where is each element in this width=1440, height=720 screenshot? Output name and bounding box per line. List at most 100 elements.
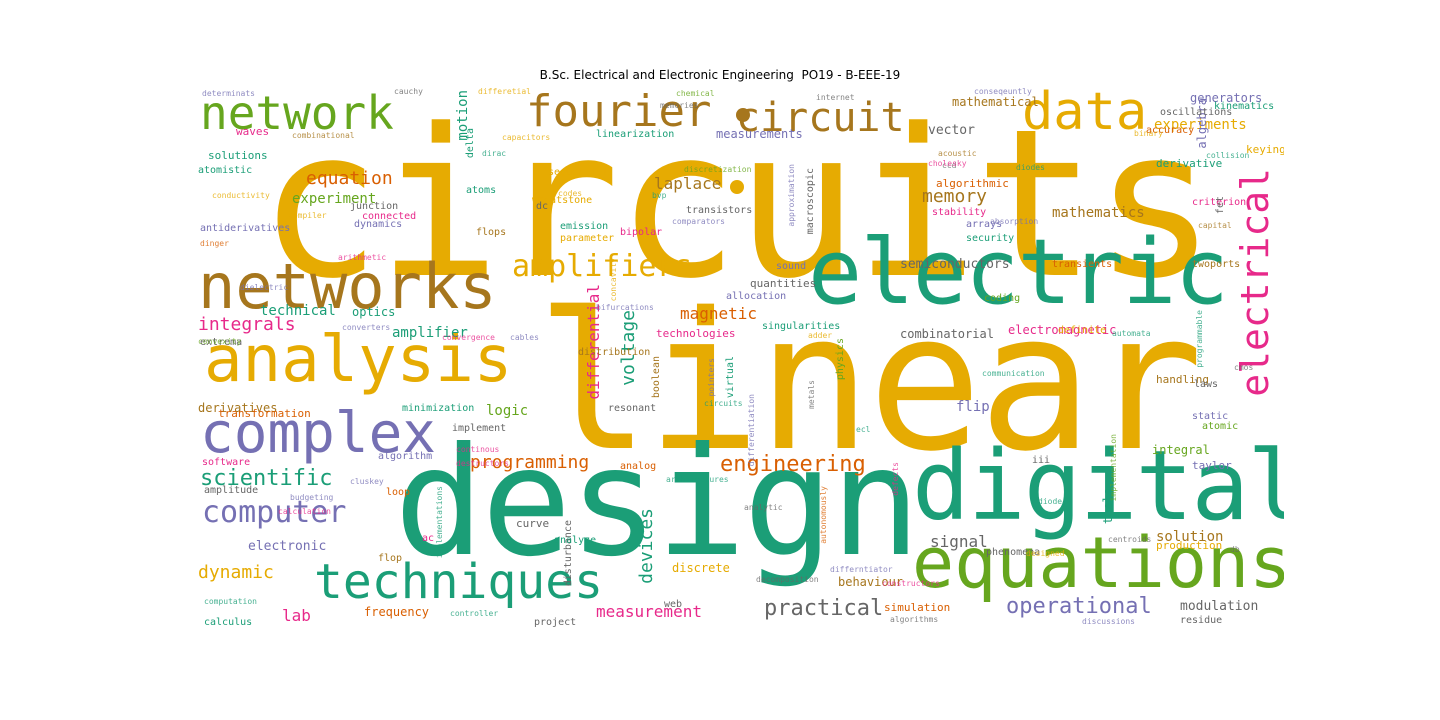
word-dynamics: dynamics <box>354 219 403 230</box>
word-controller: controller <box>450 609 499 618</box>
word-twoports: twoports <box>1192 259 1241 270</box>
word-magnetic: magnetic <box>680 304 758 323</box>
word-diodes: diodes <box>1016 163 1045 172</box>
word-budgeting: budgeting <box>290 493 334 502</box>
word-ccd: ccd <box>942 161 957 170</box>
word-wheatstone: wheatstone <box>532 195 593 206</box>
word-allocation: allocation <box>726 291 787 302</box>
word-networks: networks <box>198 250 497 323</box>
word-bifurcations: bifurcations <box>596 303 654 312</box>
word-static: static <box>1192 411 1229 422</box>
word-signal: signal <box>930 532 988 551</box>
word-keying: keying <box>1246 143 1284 156</box>
word-fet: fet <box>1215 196 1226 215</box>
word-criterion: criterion <box>1192 197 1247 208</box>
word-algorithm: algorithm <box>378 451 433 462</box>
word-defects: defects <box>891 462 900 496</box>
word-flop: flop <box>378 553 403 564</box>
word-internet: internet <box>816 93 855 102</box>
word-circuit: circuit <box>736 95 905 141</box>
word-stability: stability <box>932 207 987 218</box>
word-techniques: techniques <box>314 554 603 610</box>
word-dynamic: dynamic <box>198 562 274 583</box>
word-logic: logic <box>486 403 529 419</box>
word-kinematics: kinematics <box>1214 101 1275 112</box>
word-production: production <box>1156 539 1223 552</box>
word-optics: optics <box>352 305 396 319</box>
word-designed: designed <box>1026 549 1065 558</box>
word-implement: implement <box>452 423 507 434</box>
word-taylor: taylor <box>1192 459 1232 472</box>
word-metals: metals <box>807 380 816 409</box>
word-macroscopic: macroscopic <box>805 168 816 235</box>
word-delta: delta <box>465 128 476 159</box>
word-determinats: determinats <box>202 89 255 98</box>
word-differential: differential <box>584 284 603 400</box>
word-capital: capital <box>1198 221 1232 230</box>
word-practical: practical <box>764 596 884 621</box>
word-measurements: measurements <box>716 127 803 141</box>
word-laplace: laplace <box>654 174 722 193</box>
word-oscillations: oscillations <box>1160 107 1233 118</box>
word-atoms: atoms <box>466 185 497 196</box>
word-loop: loop <box>386 487 411 498</box>
word-cluskey: cluskey <box>350 477 384 486</box>
word-mathematical: mathematical <box>952 95 1039 109</box>
word-approximation: approximation <box>787 164 796 227</box>
word-simulation: simulation <box>884 601 951 614</box>
word-acoustic: acoustic <box>938 149 977 158</box>
word-complex: complex <box>200 401 437 466</box>
word-convergence: convergence <box>442 333 495 342</box>
word-operational: operational <box>1006 594 1152 619</box>
word-linearization: linearization <box>596 129 675 140</box>
word-dielectric: dielectric <box>240 283 289 292</box>
word-centroids: centroids <box>1108 535 1152 544</box>
word-dc: dc <box>536 201 549 212</box>
word-waves: waves <box>236 125 270 138</box>
word-amplifiers: amplifiers <box>512 249 693 284</box>
word-cloud: circuits linear design electric digital equat… <box>196 88 1284 634</box>
word-cholesky: cholesky <box>928 159 967 168</box>
word-electromagnetic: electromagnetic <box>1008 323 1117 337</box>
word-circuits: circuits <box>258 88 1217 324</box>
word-distribution: distribution <box>578 347 651 358</box>
word-boolean: boolean <box>651 356 662 399</box>
word-analysis: analysis <box>204 323 513 397</box>
word-cmos: cmos <box>1234 363 1254 372</box>
word-convexity: convexity <box>198 337 242 346</box>
word-arithmetic: arithmetic <box>338 253 387 262</box>
word-calculation: calculation <box>278 507 331 516</box>
word-algorithms: algorithms <box>890 615 939 624</box>
word-web: web <box>664 599 683 610</box>
word-concavity: concavity <box>609 258 618 302</box>
word-programming: programming <box>470 452 590 473</box>
word-cauchy: cauchy <box>394 88 423 96</box>
word-circuits: circuits <box>704 399 743 408</box>
word-codes: codes <box>558 189 583 198</box>
word-technical: technical <box>260 303 336 319</box>
word-frequency: frequency <box>364 605 430 619</box>
word-algorithmic: algorithmic <box>936 177 1009 190</box>
word-measurement: measurement <box>596 602 702 621</box>
word-iii: iii <box>1032 455 1051 466</box>
word-sound: sound <box>776 261 807 272</box>
word-vector: vector <box>928 123 975 138</box>
word-bipolar: bipolar <box>620 227 663 238</box>
word-derivatives: derivatives <box>198 401 278 415</box>
word-discrete: discrete <box>672 561 730 575</box>
word-comparators: comparators <box>672 217 725 226</box>
word-emission: emission <box>560 221 609 232</box>
word-analytic: analytic <box>744 503 783 512</box>
word-binary: binary <box>1134 129 1163 138</box>
word-implementation: implementation <box>1109 434 1118 502</box>
word-converters: converters <box>342 323 391 332</box>
word-destructors: destructors <box>456 459 509 468</box>
word-engineering: engineering <box>720 452 866 477</box>
word-cables: cables <box>510 333 539 342</box>
word-resonant: resonant <box>608 403 657 414</box>
word-solution: solution <box>1156 529 1224 545</box>
word-automata: automata <box>1112 329 1151 338</box>
word-constructors: constructors <box>882 579 940 588</box>
word-analyze: analyze <box>554 535 597 546</box>
word-equation: equation <box>306 168 393 189</box>
